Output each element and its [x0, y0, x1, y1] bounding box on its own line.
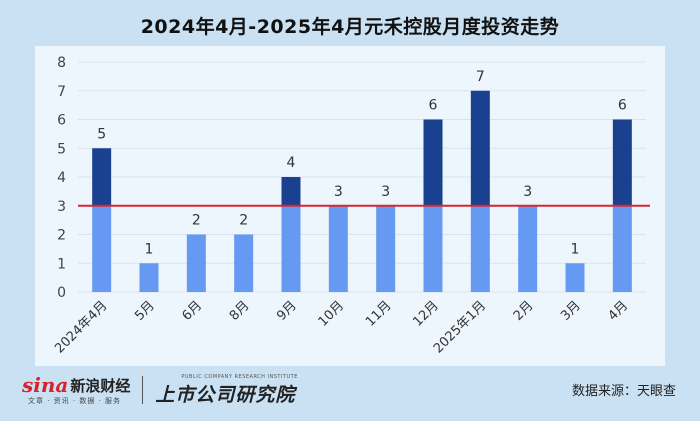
bar-segment-below — [234, 234, 254, 292]
data-label: 5 — [97, 126, 106, 142]
chart-title: 2024年4月-2025年4月元禾控股月度投资走势 — [140, 16, 560, 38]
logo-divider — [142, 376, 144, 404]
bar-segment-below — [565, 263, 585, 292]
data-label: 2 — [239, 213, 248, 229]
x-tick-label: 9月 — [274, 298, 300, 324]
research-institute-name: 上市公司研究院 — [155, 383, 296, 406]
data-label: 3 — [334, 184, 343, 200]
sina-brand-subtitle: 文章 · 资讯 · 数据 · 服务 — [28, 396, 122, 405]
y-tick-label: 4 — [57, 170, 66, 186]
bar-segment-below — [612, 205, 632, 292]
x-tick-label: 3月 — [558, 298, 584, 324]
bar-segment-below — [281, 205, 301, 292]
bar-segment-below — [470, 205, 490, 292]
bar-segment-above — [612, 119, 632, 206]
bar-segment-below — [186, 234, 206, 292]
bar-segment-above — [92, 148, 112, 206]
data-label: 1 — [571, 241, 580, 257]
bar-segment-above — [470, 90, 490, 206]
y-tick-label: 1 — [57, 256, 66, 272]
x-tick-label: 12月 — [410, 298, 441, 329]
data-label: 2 — [192, 213, 201, 229]
sina-finance-logo: sina 新浪财经 文章 · 资讯 · 数据 · 服务 — [22, 375, 130, 406]
data-label: 4 — [287, 155, 296, 171]
x-tick-label: 10月 — [316, 298, 347, 329]
data-label: 3 — [381, 184, 390, 200]
data-label: 3 — [523, 184, 532, 200]
bar-segment-above — [281, 177, 301, 206]
bar-segment-below — [92, 205, 112, 292]
x-tick-label: 11月 — [363, 298, 394, 329]
y-tick-label: 7 — [57, 84, 66, 100]
bar-segment-below — [139, 263, 159, 292]
x-tick-label: 4月 — [606, 298, 632, 324]
bar-segment-below — [376, 205, 396, 292]
sina-brand-text: 新浪财经 — [70, 376, 131, 395]
bar-segment-above — [423, 119, 443, 206]
data-label: 6 — [618, 98, 627, 114]
y-tick-label: 5 — [57, 141, 66, 157]
y-tick-label: 8 — [57, 55, 66, 71]
data-label: 1 — [145, 241, 154, 257]
x-tick-label: 8月 — [227, 298, 253, 324]
research-institute-logo: PUBLIC COMPANY RESEARCH INSTITUTE 上市公司研究… — [155, 374, 297, 407]
bar-segment-below — [423, 205, 443, 292]
x-tick-label: 2月 — [511, 298, 537, 324]
research-institute-english: PUBLIC COMPANY RESEARCH INSTITUTE — [181, 373, 298, 380]
bar-segment-below — [328, 205, 348, 292]
footer-logos: sina 新浪财经 文章 · 资讯 · 数据 · 服务 PUBLIC COMPA… — [22, 372, 298, 408]
data-source: 数据来源：天眼查 — [571, 384, 676, 399]
data-label: 6 — [429, 98, 438, 114]
x-tick-label: 2024年4月 — [52, 298, 110, 356]
y-tick-label: 6 — [57, 113, 66, 129]
x-tick-label: 6月 — [180, 298, 206, 324]
y-tick-label: 3 — [57, 199, 66, 215]
sina-brand-mark: sina — [22, 373, 69, 397]
bar-segment-below — [518, 205, 538, 292]
data-label: 7 — [476, 69, 485, 85]
y-tick-label: 0 — [57, 285, 66, 301]
y-tick-label: 2 — [57, 228, 66, 244]
x-tick-label: 5月 — [132, 298, 158, 324]
